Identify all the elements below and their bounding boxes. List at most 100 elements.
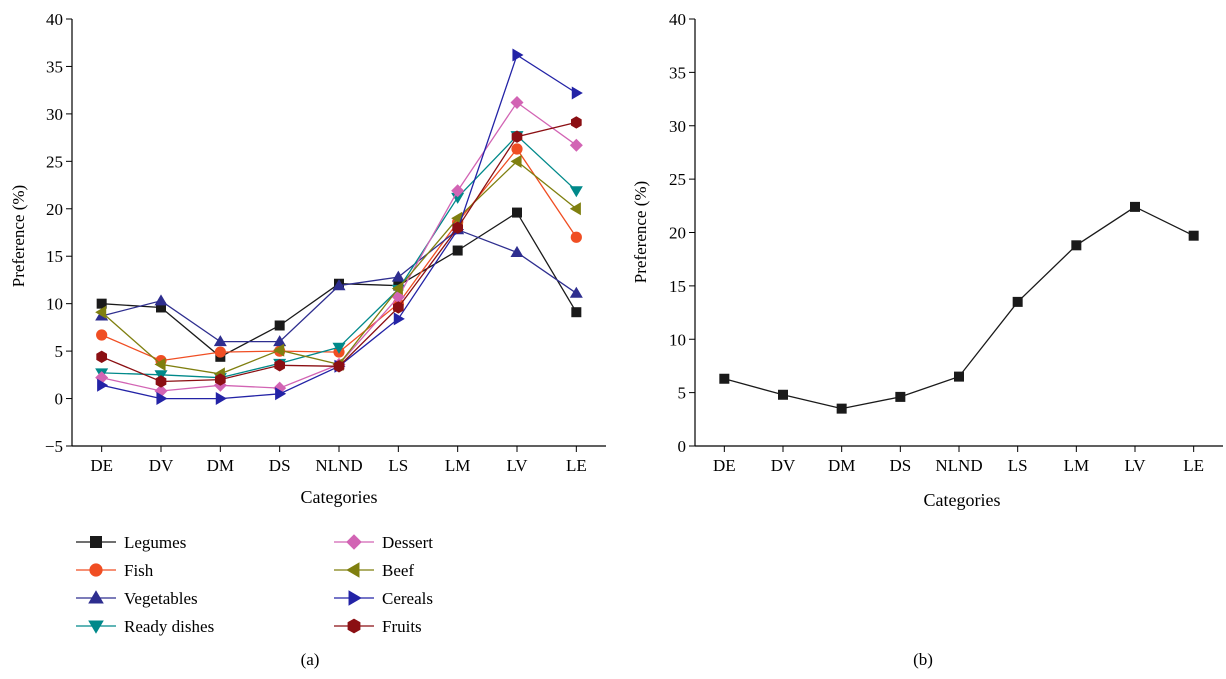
panel-b-x-tick-label: LV	[1124, 456, 1146, 475]
panel-a-series-legumes-point	[156, 302, 166, 313]
panel-a-series-fruits-point	[570, 116, 582, 129]
panel-a-x-tick-label: NLND	[315, 456, 362, 475]
panel-a-series-cereals-point	[215, 392, 227, 406]
panel-a-y-tick-label: 40	[46, 10, 63, 29]
legend-marker	[88, 590, 104, 604]
panel-b-x-tick-label: DS	[889, 456, 911, 475]
panel-a-y-tick-label: −5	[45, 437, 63, 456]
legend-marker	[89, 563, 103, 577]
panel-a-series-cereals-point	[571, 86, 583, 100]
panel-a-series-fish-point	[96, 329, 108, 341]
panel-a-x-tick-label: DE	[90, 456, 113, 475]
panel-b-series-1-point	[778, 389, 788, 400]
panel-a-y-tick-label: 15	[46, 247, 63, 266]
legend-item: Fish	[76, 561, 154, 580]
panel-b-y-tick-label: 25	[669, 170, 686, 189]
legend-item: Cereals	[334, 589, 433, 608]
panel-a-series-beef-point	[569, 202, 581, 216]
panel-a-y-tick-label: 35	[46, 57, 63, 76]
panel-a-series-fish-point	[214, 346, 226, 358]
panel-b-plot-area: 0 5 10 15 20 25 30 35 40 DE DV DM DS NLND LS LM LV LE	[669, 10, 1223, 475]
panel-a-series-fruits-point	[452, 221, 464, 234]
panel-a-series-beef-line	[101, 160, 577, 375]
legend-label: Ready dishes	[124, 617, 214, 636]
legend-item: Beef	[334, 561, 414, 580]
panel-a-series-beef-point	[95, 305, 107, 319]
panel-a-series-fruits-point	[96, 350, 108, 363]
panel-a-plot-area: −5 0 5 10 15 20 25 30 35 40 DE DV DM DS NLND LS LM LV LE	[45, 10, 606, 475]
panel-a-chart: −5 0 5 10 15 20 25 30 35 40 DE DV DM DS NLND LS LM LV LE P…	[9, 10, 606, 669]
panel-a-series-legumes-point	[512, 207, 522, 218]
panel-a-series-fruits	[96, 116, 582, 388]
panel-b-x-tick-label: LM	[1064, 456, 1090, 475]
panel-b-series-1-point	[954, 371, 964, 382]
legend-item: Vegetables	[76, 589, 198, 608]
panel-b-y-tick-label: 20	[669, 224, 686, 243]
panel-a-series-vegetables-point	[213, 335, 227, 347]
panel-a-series-vegetables-point	[332, 279, 346, 291]
panel-b-series-1	[719, 201, 1199, 414]
panel-a-x-tick-label: LM	[445, 456, 471, 475]
legend-label: Cereals	[382, 589, 433, 608]
panel-a-series-cereals-point	[97, 378, 109, 392]
panel-b-y-tick-label: 15	[669, 277, 686, 296]
legend-marker	[346, 534, 362, 550]
panel-a-series-vegetables	[95, 223, 583, 347]
panel-a-label: (a)	[301, 650, 320, 669]
panel-a-series-dessert-point	[451, 184, 465, 198]
panel-a-series-cereals-point	[393, 312, 405, 326]
legend-label: Vegetables	[124, 589, 198, 608]
legend-label: Beef	[382, 561, 414, 580]
panel-a-x-tick-label: LS	[388, 456, 408, 475]
panel-a-series-fruits-line	[101, 121, 577, 383]
panel-b-x-tick-label: DE	[713, 456, 736, 475]
panel-a-series-fruits-point	[511, 130, 523, 143]
panel-a-series-legumes-point	[274, 320, 285, 331]
panel-b-y-tick-label: 10	[669, 330, 686, 349]
panel-a-series-legumes-point	[96, 298, 107, 309]
panel-b-x-tick-label: LS	[1008, 456, 1028, 475]
panel-a-series-beef-point	[391, 281, 403, 295]
panel-a-ylabel: Preference (%)	[9, 185, 28, 287]
panel-a-y-tick-label: 20	[46, 200, 63, 219]
panel-a-xlabel: Categories	[301, 487, 378, 507]
panel-a-series-fish-line	[101, 147, 577, 362]
panel-b-y-tick-label: 30	[669, 117, 686, 136]
panel-a-series-fruits-point	[214, 373, 226, 386]
panel-a-legend: Legumes Fish Vegetables Ready dishes Dessert…	[76, 533, 433, 636]
panel-b-xlabel: Categories	[924, 490, 1001, 510]
panel-a-series-vegetables-point	[510, 245, 524, 257]
legend-label: Fish	[124, 561, 154, 580]
panel-a-series-ready-dishes-point	[332, 342, 346, 354]
panel-b-x-tick-label: LE	[1183, 456, 1204, 475]
legend-item: Fruits	[334, 617, 422, 636]
panel-b-series-1-point	[836, 403, 847, 414]
panel-a-y-tick-label: 25	[46, 152, 63, 171]
panel-a-series-ready-dishes-point	[569, 186, 583, 198]
panel-a-series-dessert-point	[569, 138, 583, 152]
legend-label: Dessert	[382, 533, 433, 552]
panel-a-series-cereals-point	[275, 387, 287, 401]
panel-b-series-1-point	[895, 391, 906, 402]
panel-a-series-fruits-point	[392, 301, 404, 314]
panel-b-series-1-point	[719, 373, 730, 384]
panel-a-y-tick-label: 0	[55, 390, 64, 409]
panel-b-chart: 0 5 10 15 20 25 30 35 40 DE DV DM DS NLND LS LM LV LE Pre…	[631, 10, 1223, 669]
legend-item: Legumes	[76, 533, 186, 552]
panel-a-series-fruits-point	[155, 375, 167, 388]
panel-a-series-beef-point	[154, 357, 166, 371]
legend-marker	[88, 620, 104, 634]
panel-a-series-vegetables-point	[273, 335, 287, 347]
panel-b-series-1-point	[1188, 230, 1199, 241]
panel-a-y-tick-label: 30	[46, 105, 63, 124]
panel-a-series-beef-point	[273, 343, 285, 357]
panel-a-series-legumes-point	[571, 307, 582, 318]
panel-a-series-beef-point	[451, 211, 463, 225]
panel-a-series-fruits-point	[333, 360, 345, 373]
panel-b-x-tick-label: NLND	[935, 456, 982, 475]
legend-marker	[346, 562, 360, 578]
panel-b-series-1-point	[1071, 240, 1082, 251]
panel-a-x-tick-label: DV	[149, 456, 174, 475]
